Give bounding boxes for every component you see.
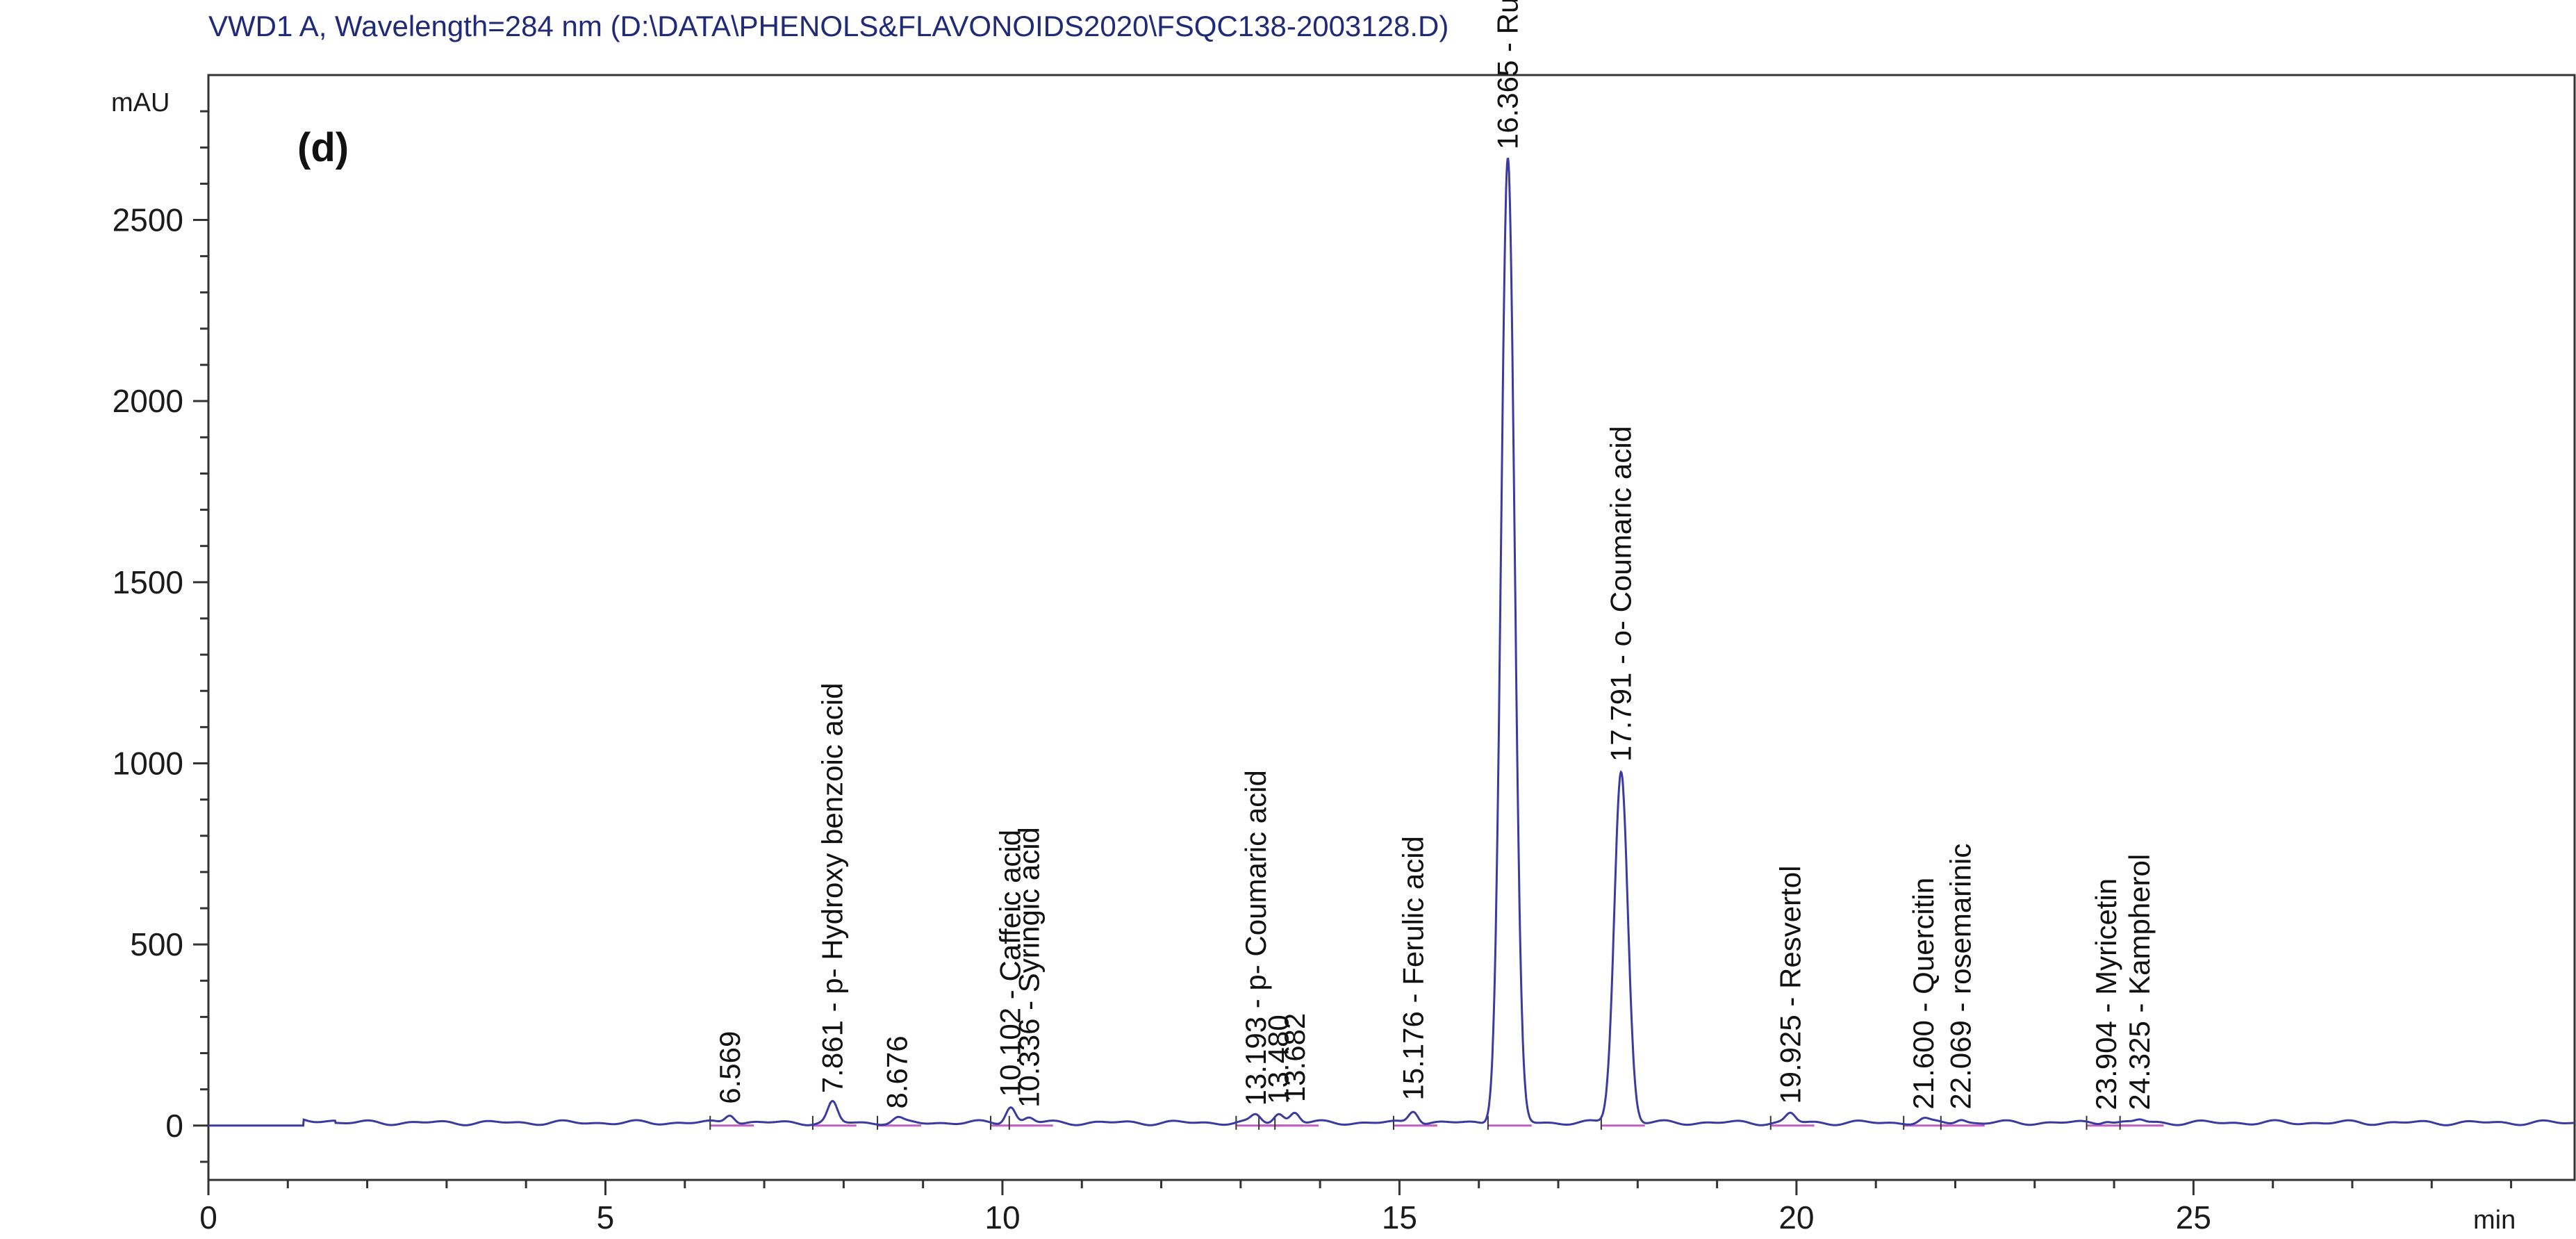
peak-label: 23.904 - Myricetin: [2090, 878, 2122, 1110]
x-tick-label: 15: [1382, 1199, 1417, 1236]
x-axis: 0 5 10 15 20 25: [199, 1180, 2513, 1236]
chromatogram-trace: [208, 157, 2575, 1127]
peak-label: 22.069 - rosemarinic: [1944, 844, 1976, 1110]
y-tick-label: 500: [130, 926, 183, 962]
peak-labels: 6.569 7.861 - p- Hydroxy benzoic acid 8.67…: [713, 0, 2156, 1110]
y-tick-label: 0: [165, 1108, 183, 1144]
peak-label: 7.861 - p- Hydroxy benzoic acid: [816, 683, 848, 1094]
x-tick-label: 5: [597, 1199, 615, 1236]
panel-label: (d): [297, 125, 349, 170]
y-tick-label: 2000: [113, 383, 183, 419]
peak-label: 13.193 - p- Coumaric acid: [1239, 770, 1272, 1106]
peak-label: 21.600 - Quercitin: [1907, 878, 1940, 1110]
plot-frame: [207, 74, 2576, 1181]
x-tick-label: 0: [199, 1199, 217, 1236]
x-tick-label: 20: [1778, 1199, 1814, 1236]
peak-label: 6.569: [713, 1031, 746, 1104]
peak-label: 19.925 - Resvertol: [1774, 866, 1806, 1104]
peak-label: 17.791 - o- Coumaric acid: [1604, 426, 1637, 762]
chart-header: VWD1 A, Wavelength=284 nm (D:\DATA\PHENO…: [208, 10, 1448, 42]
peak-label: 24.325 - Kampherol: [2123, 854, 2156, 1110]
y-tick-label: 1000: [113, 745, 183, 781]
y-tick-label: 2500: [113, 202, 183, 238]
peak-label: 10.336 - Syringic acid: [1012, 827, 1045, 1108]
peak-label: 15.176 - Ferulic acid: [1397, 836, 1430, 1101]
peak-label: 8.676: [881, 1035, 914, 1108]
x-axis-unit: min: [2473, 1206, 2516, 1235]
peak-label: 13.480: [1262, 1015, 1295, 1103]
peak-label: 16.365 - Rutin: [1491, 0, 1524, 149]
peak-label: 10.102 - Caffeic acid: [994, 830, 1027, 1097]
x-tick-label: 25: [2176, 1199, 2211, 1236]
y-axis: 0 500 1000 1500 2000 2500: [113, 110, 208, 1163]
peak-label: 13.682: [1278, 1013, 1311, 1102]
y-tick-label: 1500: [113, 564, 183, 600]
x-tick-label: 10: [984, 1199, 1020, 1236]
y-axis-unit: mAU: [111, 88, 170, 117]
